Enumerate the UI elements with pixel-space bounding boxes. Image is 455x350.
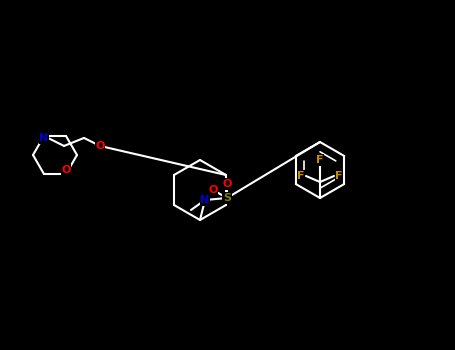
Text: O: O [95,141,105,151]
Text: F: F [335,171,343,181]
Text: F: F [316,155,324,165]
Text: N: N [40,133,49,143]
Text: F: F [297,171,305,181]
Text: O: O [222,179,232,189]
Text: O: O [61,165,71,175]
Text: O: O [208,185,217,195]
Text: S: S [223,193,231,203]
Text: N: N [200,195,210,205]
